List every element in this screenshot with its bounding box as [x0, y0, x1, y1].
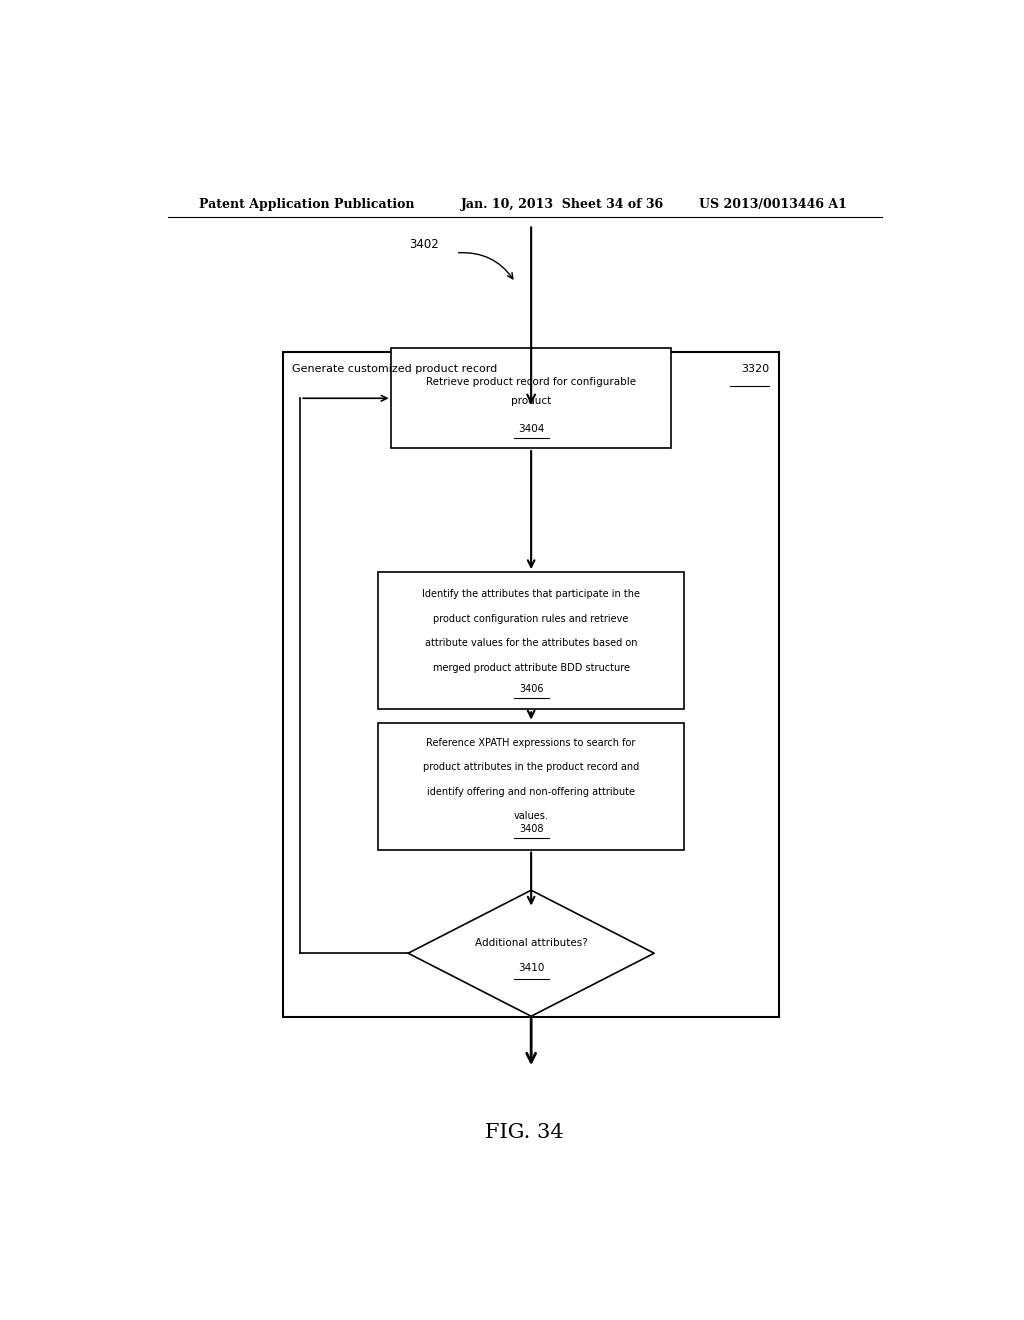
Text: FIG. 34: FIG. 34 [485, 1122, 564, 1142]
Text: Identify the attributes that participate in the: Identify the attributes that participate… [422, 590, 640, 599]
Text: Reference XPATH expressions to search for: Reference XPATH expressions to search fo… [426, 738, 636, 748]
Text: identify offering and non-offering attribute: identify offering and non-offering attri… [427, 787, 635, 796]
Text: product attributes in the product record and: product attributes in the product record… [423, 762, 639, 772]
Text: 3402: 3402 [410, 239, 439, 251]
Text: 3320: 3320 [741, 364, 769, 374]
Text: Additional attributes?: Additional attributes? [475, 939, 588, 948]
Text: Patent Application Publication: Patent Application Publication [200, 198, 415, 211]
Text: Jan. 10, 2013  Sheet 34 of 36: Jan. 10, 2013 Sheet 34 of 36 [461, 198, 665, 211]
Bar [378, 722, 684, 850]
Text: attribute values for the attributes based on: attribute values for the attributes base… [425, 639, 637, 648]
Text: product: product [511, 396, 551, 407]
Text: 3408: 3408 [519, 824, 544, 834]
Text: Generate customized product record: Generate customized product record [292, 364, 498, 374]
Bar [391, 348, 671, 447]
Text: 3410: 3410 [518, 964, 545, 973]
Bar [378, 572, 684, 709]
Text: Retrieve product record for configurable: Retrieve product record for configurable [426, 378, 636, 387]
Text: values.: values. [514, 810, 549, 821]
Bar [283, 351, 778, 1018]
Text: 3404: 3404 [518, 424, 545, 434]
Text: product configuration rules and retrieve: product configuration rules and retrieve [433, 614, 629, 624]
Polygon shape [409, 890, 654, 1016]
Text: merged product attribute BDD structure: merged product attribute BDD structure [433, 663, 630, 673]
Text: 3406: 3406 [519, 684, 544, 694]
Text: US 2013/0013446 A1: US 2013/0013446 A1 [699, 198, 847, 211]
